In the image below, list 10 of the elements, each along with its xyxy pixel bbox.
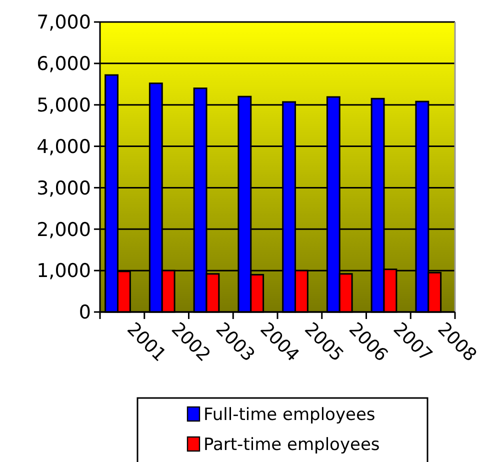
y-tick-label: 0 xyxy=(78,302,91,324)
y-tick-label: 6,000 xyxy=(36,53,91,76)
y-tick-label: 2,000 xyxy=(36,218,91,241)
y-tick-label: 1,000 xyxy=(36,260,91,282)
y-tick-label: 5,000 xyxy=(36,94,91,117)
legend-label: Part-time employees xyxy=(204,434,380,455)
y-tick-label: 4,000 xyxy=(36,136,91,158)
y-tick-label: 7,000 xyxy=(36,12,91,34)
legend-label: Full-time employees xyxy=(204,404,376,425)
y-tick-label: 3,000 xyxy=(36,177,91,200)
